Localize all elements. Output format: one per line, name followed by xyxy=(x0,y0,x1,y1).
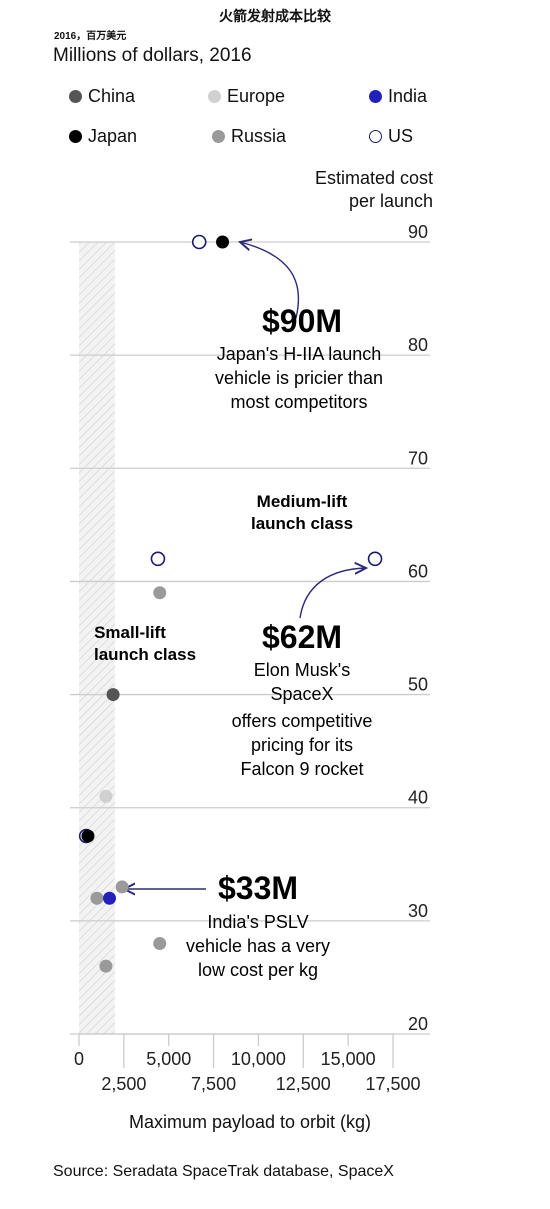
data-point-russia xyxy=(99,959,113,973)
spacex-note-line: Falcon 9 rocket xyxy=(240,759,363,779)
x-tick-label: 2,500 xyxy=(101,1074,146,1094)
x-axis-label: Maximum payload to orbit (kg) xyxy=(0,1112,550,1133)
y-tick-label: 80 xyxy=(408,335,428,355)
x-tick-label: 10,000 xyxy=(231,1049,286,1069)
y-tick-label: 40 xyxy=(408,788,428,808)
data-point-us xyxy=(150,551,166,567)
legend-marker xyxy=(369,90,382,103)
india-cost-value: $33M xyxy=(218,870,298,906)
legend-item-japan: Japan xyxy=(69,126,137,147)
y-tick-label: 30 xyxy=(408,901,428,921)
legend-item-russia: Russia xyxy=(212,126,286,147)
data-point-russia xyxy=(90,891,104,905)
small-lift-label: launch class xyxy=(94,645,196,664)
legend-marker xyxy=(208,90,221,103)
legend-marker xyxy=(69,130,82,143)
medium-lift-label: launch class xyxy=(251,514,353,533)
legend-marker xyxy=(69,90,82,103)
japan-note-line: Japan's H-IIA launch xyxy=(217,344,382,364)
legend-item-china: China xyxy=(69,86,135,107)
x-tick-label: 17,500 xyxy=(365,1074,420,1094)
data-point-us xyxy=(191,234,207,250)
data-point-china xyxy=(106,688,120,702)
units-label: Millions of dollars, 2016 xyxy=(53,45,252,66)
japan-arrow xyxy=(240,242,300,319)
y-tick-label: 50 xyxy=(408,675,428,695)
x-tick-label: 7,500 xyxy=(191,1074,236,1094)
chart-title: 火箭发射成本比较 xyxy=(219,8,331,24)
japan-cost-value: $90M xyxy=(262,303,342,339)
data-point-russia xyxy=(115,880,129,894)
legend-item-india: India xyxy=(369,86,427,107)
y-axis-label: Estimated cost per launch xyxy=(314,168,433,211)
y-tick-label: 90 xyxy=(408,222,428,242)
source-note: Source: Seradata SpaceTrak database, Spa… xyxy=(53,1163,394,1180)
data-point-russia xyxy=(153,936,167,950)
legend-marker xyxy=(369,130,382,143)
data-point-japan xyxy=(81,829,95,843)
data-point-europe xyxy=(99,789,113,803)
legend-marker xyxy=(212,130,225,143)
legend-item-europe: Europe xyxy=(208,86,285,107)
data-point-japan xyxy=(216,235,230,249)
legend-label: US xyxy=(388,126,414,146)
legend-label: India xyxy=(388,86,428,106)
data-point-india xyxy=(103,891,117,905)
x-tick-label: 15,000 xyxy=(321,1049,376,1069)
spacex-cost-value: $62M xyxy=(262,619,342,655)
spacex-note-line: pricing for its xyxy=(251,735,353,755)
medium-lift-label: Medium-lift xyxy=(257,492,348,511)
spacex-note-line: SpaceX xyxy=(270,684,333,704)
legend-label: Russia xyxy=(231,126,287,146)
spacex-note-line: Elon Musk's xyxy=(254,660,350,680)
india-note-line: vehicle has a very xyxy=(186,936,330,956)
japan-note-line: most competitors xyxy=(230,392,367,412)
x-tick-label: 5,000 xyxy=(146,1049,191,1069)
india-note-line: low cost per kg xyxy=(198,960,318,980)
legend-item-us: US xyxy=(369,126,413,147)
legend-label: Japan xyxy=(88,126,138,146)
chart-subtitle: 2016，百万美元 xyxy=(54,31,127,42)
y-tick-label: 60 xyxy=(408,561,428,581)
y-tick-label: 20 xyxy=(408,1014,428,1034)
data-point-russia xyxy=(153,586,167,600)
data-point-us xyxy=(367,551,383,567)
india-note-line: India's PSLV xyxy=(207,912,308,932)
legend-label: Europe xyxy=(227,86,286,106)
x-tick-label: 0 xyxy=(74,1049,84,1069)
spacex-note-line: offers competitive xyxy=(232,711,373,731)
x-axis-label-text: Maximum payload to orbit (kg) xyxy=(128,1112,372,1132)
x-tick-label: 12,500 xyxy=(276,1074,331,1094)
japan-note-line: vehicle is pricier than xyxy=(215,368,383,388)
legend-label: China xyxy=(88,86,136,106)
spacex-arrow xyxy=(299,568,366,619)
y-tick-label: 70 xyxy=(408,448,428,468)
small-lift-label: Small-lift xyxy=(94,623,166,642)
